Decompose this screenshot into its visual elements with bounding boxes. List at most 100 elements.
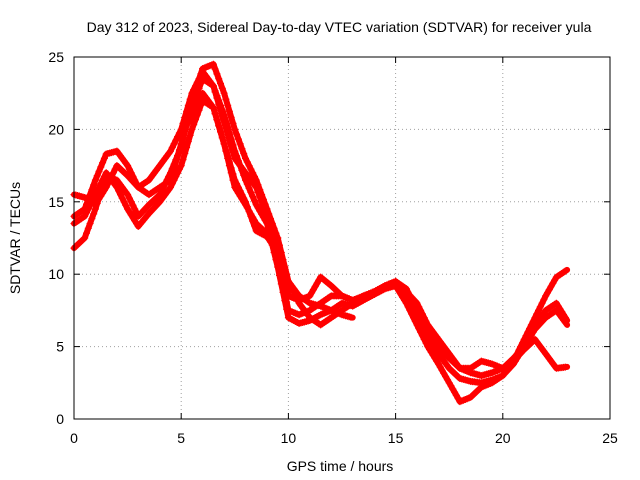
data-point <box>259 203 267 211</box>
data-point <box>242 176 249 184</box>
data-point <box>224 123 232 131</box>
data-point <box>418 332 426 340</box>
data-point <box>170 176 178 184</box>
y-axis: 0 5 10 15 20 25 <box>48 49 610 427</box>
grid <box>74 57 610 419</box>
y-tick-label: 0 <box>56 411 64 427</box>
data-point <box>184 101 192 109</box>
data-point <box>411 317 419 325</box>
data-point <box>251 197 258 205</box>
data-point <box>131 176 139 184</box>
data-point <box>175 146 183 154</box>
data-point <box>227 113 235 121</box>
x-tick-label: 5 <box>177 430 185 446</box>
data-point <box>174 133 182 141</box>
data-point <box>213 70 221 78</box>
data-layer <box>70 60 571 406</box>
data-point <box>249 193 257 200</box>
data-point <box>168 180 176 188</box>
x-tick-label: 10 <box>281 430 297 446</box>
data-point <box>561 363 569 371</box>
data-point <box>177 162 185 170</box>
y-tick-label: 20 <box>48 121 64 137</box>
y-tick-label: 5 <box>56 339 64 355</box>
x-axis-title: GPS time / hours <box>287 458 394 474</box>
data-point <box>290 309 298 317</box>
data-point <box>411 303 419 311</box>
data-point <box>172 136 180 144</box>
data-point <box>170 164 178 172</box>
data-point <box>331 308 339 316</box>
data-point <box>251 216 258 224</box>
data-point <box>224 154 232 162</box>
data-point <box>177 140 185 148</box>
data-point <box>331 285 339 293</box>
data-point <box>213 92 221 100</box>
data-point <box>168 144 176 151</box>
data-point <box>451 369 459 377</box>
data-point <box>415 325 423 332</box>
plot-frame <box>73 56 611 420</box>
data-point <box>417 314 425 322</box>
data-point <box>231 147 239 155</box>
data-point <box>477 383 485 391</box>
data-point <box>408 310 416 318</box>
data-point <box>256 193 264 201</box>
data-point <box>217 128 224 136</box>
y-axis-title: SDTVAR / TECUs <box>7 182 23 294</box>
data-point <box>97 180 105 188</box>
data-point <box>385 280 392 288</box>
data-point <box>420 321 428 329</box>
data-point <box>418 317 426 325</box>
data-point <box>131 205 139 213</box>
data-point <box>211 87 219 95</box>
data-point <box>129 173 137 180</box>
data-point <box>227 169 235 177</box>
data-point <box>124 191 132 199</box>
data-point <box>533 310 541 318</box>
data-point <box>100 154 108 162</box>
data-point <box>88 198 96 206</box>
y-tick-label: 15 <box>48 194 64 210</box>
data-point <box>179 156 187 164</box>
data-point <box>181 113 189 121</box>
data-point <box>188 89 196 97</box>
data-point <box>195 75 203 83</box>
data-point <box>117 191 124 199</box>
data-point <box>222 117 230 125</box>
data-point <box>263 230 271 238</box>
data-point <box>99 176 107 184</box>
data-point <box>561 319 569 326</box>
data-point <box>279 256 287 264</box>
data-point <box>536 303 544 311</box>
data-point <box>402 285 410 293</box>
data-point <box>186 95 194 103</box>
data-point <box>317 302 325 310</box>
data-point <box>243 180 251 188</box>
data-point <box>247 165 255 173</box>
data-point <box>492 361 500 369</box>
data-point <box>234 135 242 143</box>
data-point <box>236 140 244 148</box>
data-point <box>174 169 182 177</box>
data-point <box>91 176 99 184</box>
data-point <box>91 191 99 199</box>
data-point <box>188 125 196 133</box>
data-point <box>220 140 228 148</box>
data-point <box>538 299 546 307</box>
data-point <box>193 104 201 112</box>
data-point <box>233 152 241 160</box>
data-point <box>217 80 224 87</box>
data-point <box>254 188 262 196</box>
data-point <box>545 286 553 294</box>
data-point <box>222 95 230 103</box>
data-point <box>133 180 140 188</box>
data-point <box>215 96 223 104</box>
data-point <box>218 106 226 114</box>
data-point <box>209 60 217 68</box>
data-point <box>179 119 187 127</box>
data-point <box>229 119 237 127</box>
data-point <box>218 84 226 92</box>
data-point <box>75 239 83 247</box>
